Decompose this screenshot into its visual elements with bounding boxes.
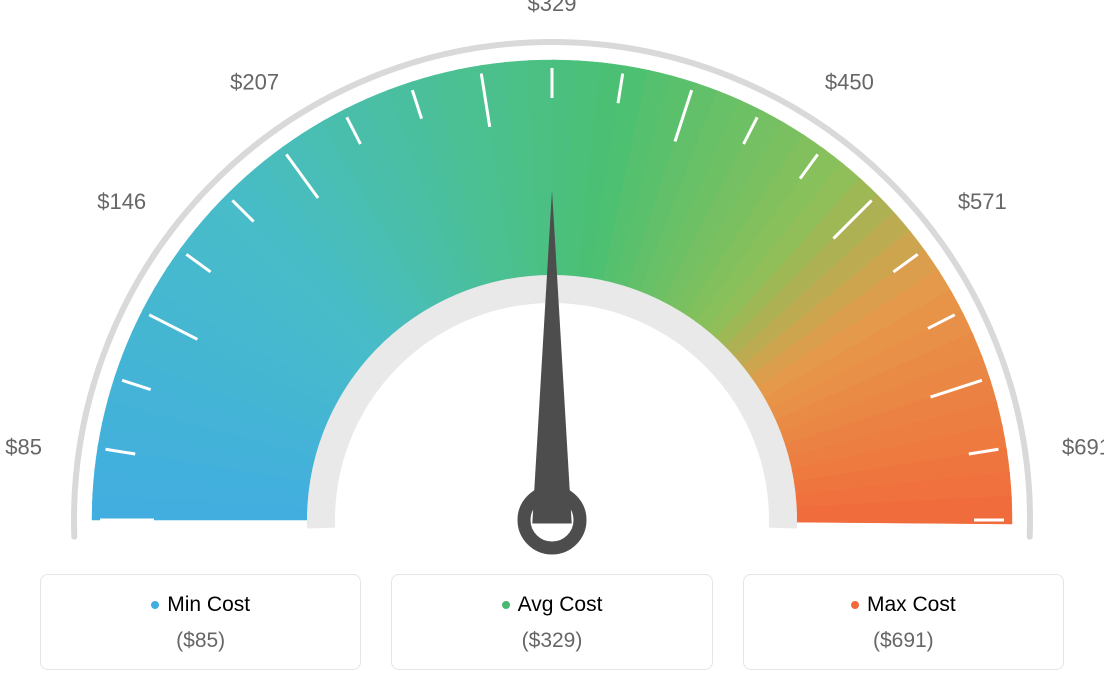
legend-label-max-text: Max Cost [867,593,956,617]
svg-text:$207: $207 [230,69,279,94]
svg-text:$329: $329 [528,0,577,16]
gauge-chart: $85 $146 $207 $329 $450 $571 $691 [0,0,1104,560]
chart-container: $85 $146 $207 $329 $450 $571 $691 Min Cost ($8… [0,0,1104,690]
legend-value-avg: ($329) [402,629,701,653]
dot-icon [502,601,510,609]
svg-text:$571: $571 [958,189,1007,214]
legend-label-avg-text: Avg Cost [518,593,603,617]
legend-value-max: ($691) [754,629,1053,653]
legend-label-max: Max Cost [754,593,1053,617]
legend-value-min: ($85) [51,629,350,653]
legend-label-min-text: Min Cost [167,593,250,617]
legend-label-avg: Avg Cost [402,593,701,617]
dot-icon [851,601,859,609]
svg-text:$691: $691 [1062,434,1104,459]
svg-text:$85: $85 [5,434,42,459]
legend-row: Min Cost ($85) Avg Cost ($329) Max Cost … [0,574,1104,670]
svg-text:$146: $146 [97,189,146,214]
legend-label-min: Min Cost [51,593,350,617]
svg-text:$450: $450 [825,69,874,94]
dot-icon [151,601,159,609]
legend-card-max: Max Cost ($691) [743,574,1064,670]
legend-card-min: Min Cost ($85) [40,574,361,670]
legend-card-avg: Avg Cost ($329) [391,574,712,670]
